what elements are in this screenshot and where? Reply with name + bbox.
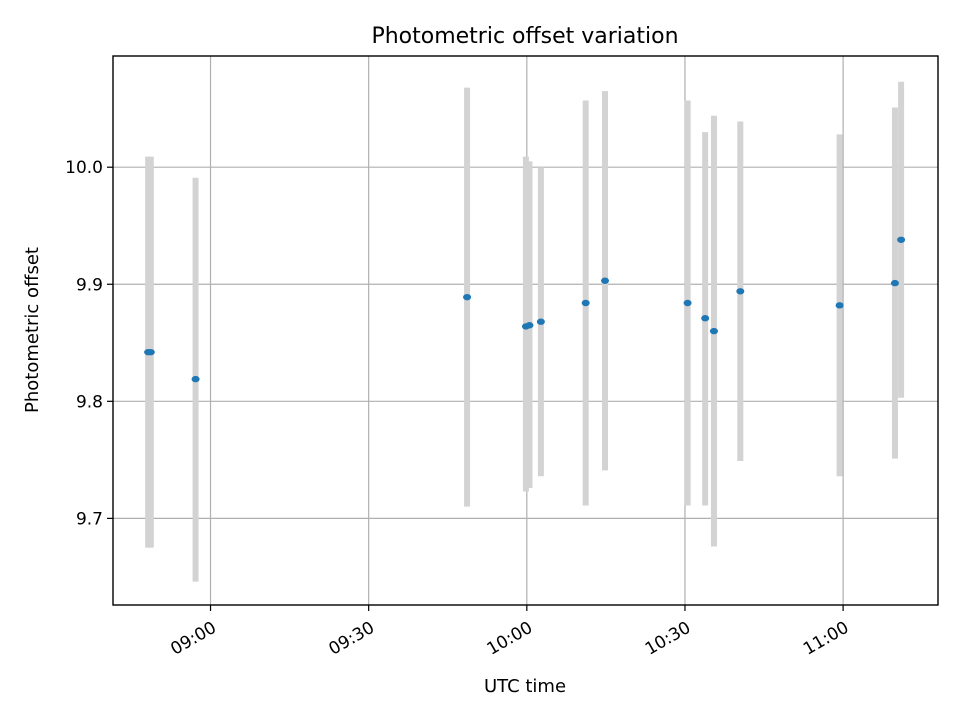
y-axis-label: Photometric offset xyxy=(22,247,43,413)
y-tick-label: 10.0 xyxy=(65,158,103,178)
x-tick-label: 09:30 xyxy=(326,618,378,660)
data-point xyxy=(581,299,590,307)
data-point xyxy=(736,288,745,295)
data-point xyxy=(897,236,906,243)
data-point xyxy=(525,322,534,329)
data-point xyxy=(835,302,844,309)
data-point xyxy=(463,293,472,301)
error-bar-layer xyxy=(145,81,905,582)
plot-frame xyxy=(112,55,939,606)
x-axis-label: UTC time xyxy=(484,676,566,697)
data-point xyxy=(890,279,899,287)
data-point xyxy=(536,318,545,325)
data-point xyxy=(709,327,718,335)
data-point xyxy=(701,315,710,322)
data-point xyxy=(191,375,200,383)
chart-title: Photometric offset variation xyxy=(371,24,678,49)
data-point xyxy=(146,348,155,356)
y-tick-label: 9.8 xyxy=(76,392,103,412)
tick-layer: 09:00 09:30 10:00 10:30 11:00 9.7 9.8 9.9 10.0 xyxy=(65,158,852,659)
x-tick-label: 11:00 xyxy=(800,618,852,660)
point-layer xyxy=(144,236,906,383)
x-tick-label: 10:00 xyxy=(484,618,536,660)
x-tick-label: 09:00 xyxy=(167,618,219,660)
y-tick-label: 9.7 xyxy=(76,509,103,529)
data-point xyxy=(683,299,692,307)
data-point xyxy=(601,277,610,284)
x-tick-label: 10:30 xyxy=(642,618,694,660)
y-tick-label: 9.9 xyxy=(76,275,103,295)
